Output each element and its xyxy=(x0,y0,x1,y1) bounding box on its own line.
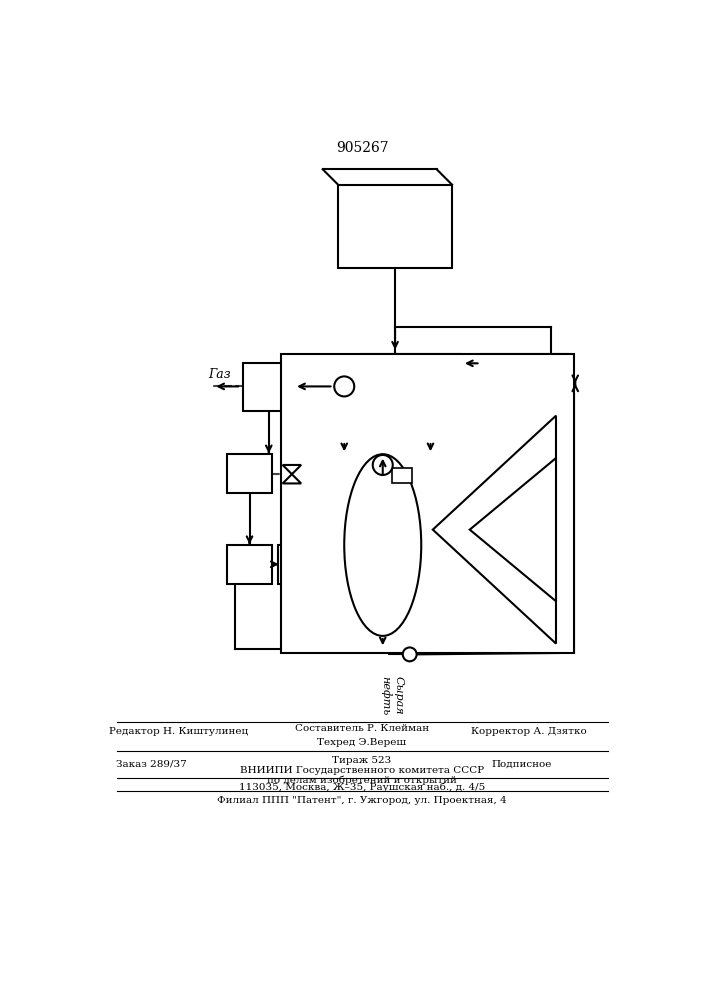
Text: 2: 2 xyxy=(392,637,400,650)
Text: 8: 8 xyxy=(245,466,255,480)
Text: 7: 7 xyxy=(293,557,303,571)
Bar xyxy=(361,354,461,418)
Text: 5: 5 xyxy=(341,363,349,376)
Ellipse shape xyxy=(344,454,421,636)
Bar xyxy=(278,545,318,584)
Text: 11: 11 xyxy=(382,217,407,235)
Text: Корректор А. Дзятко: Корректор А. Дзятко xyxy=(471,727,587,736)
Bar xyxy=(227,454,272,493)
Text: 12: 12 xyxy=(259,380,279,394)
Text: 1: 1 xyxy=(518,375,531,393)
Bar xyxy=(338,185,452,268)
Text: Филиал ППП "Патент", г. Ужгород, ул. Проектная, 4: Филиал ППП "Патент", г. Ужгород, ул. Про… xyxy=(217,796,507,805)
Text: Газ: Газ xyxy=(208,368,230,381)
Bar xyxy=(227,545,272,584)
Text: Газ: Газ xyxy=(327,406,340,429)
Text: 6: 6 xyxy=(245,557,255,571)
Text: ВНИИПИ Государственного комитета СССР: ВНИИПИ Государственного комитета СССР xyxy=(240,766,484,775)
Text: 9: 9 xyxy=(373,536,385,554)
Polygon shape xyxy=(283,465,301,474)
Text: 3: 3 xyxy=(360,455,368,468)
Polygon shape xyxy=(283,474,301,483)
Circle shape xyxy=(334,376,354,396)
Polygon shape xyxy=(469,458,556,601)
Text: Подписное: Подписное xyxy=(491,760,551,769)
Bar xyxy=(243,363,295,411)
Text: 4: 4 xyxy=(416,474,424,487)
Bar xyxy=(481,354,568,414)
Text: Заказ 289/37: Заказ 289/37 xyxy=(117,760,187,769)
Bar xyxy=(281,354,573,653)
Text: Техред Э.Вереш: Техред Э.Вереш xyxy=(317,738,407,747)
Text: по делам изобретений и открытий: по делам изобретений и открытий xyxy=(267,775,457,785)
Text: Сырая
нефть: Сырая нефть xyxy=(380,676,403,715)
Text: Редактор Н. Киштулинец: Редактор Н. Киштулинец xyxy=(109,727,248,736)
Text: Составитель Р. Клейман: Составитель Р. Клейман xyxy=(295,724,429,733)
Circle shape xyxy=(403,647,416,661)
Polygon shape xyxy=(433,416,556,644)
Text: 905267: 905267 xyxy=(337,141,389,155)
Text: 113035, Москва, Ж–35, Раушская наб., д. 4/5: 113035, Москва, Ж–35, Раушская наб., д. … xyxy=(239,782,485,792)
Bar xyxy=(392,468,412,483)
Text: Тираж 523: Тираж 523 xyxy=(332,756,392,765)
Circle shape xyxy=(373,455,393,475)
Text: 10: 10 xyxy=(399,377,423,395)
